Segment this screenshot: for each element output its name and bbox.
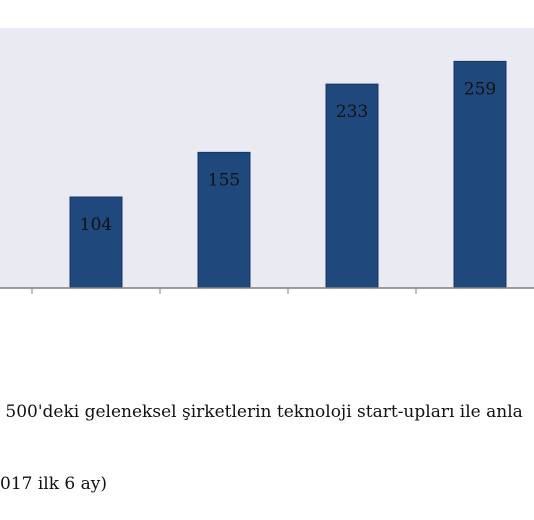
bar-2016 [453, 60, 507, 289]
bar-2014 [197, 151, 251, 289]
bars-layer: 104 155 233 259 [69, 60, 507, 289]
bar-chart: 104 155 233 259 2013201420152016 [0, 28, 534, 294]
data-label-2014: 155 [208, 170, 240, 190]
data-label-2016: 259 [464, 79, 496, 99]
data-label-2013: 104 [80, 215, 112, 235]
caption-line-2: 017 ilk 6 ay) [0, 474, 108, 494]
bar-2013 [69, 196, 123, 289]
bar-2015 [325, 83, 379, 289]
data-label-2015: 233 [336, 102, 368, 122]
chart-area: 104 155 233 259 2013201420152016 [0, 28, 534, 294]
ticks-layer: 2013201420152016 [31, 288, 417, 294]
caption-line-1: 500'deki geleneksel şirketlerin teknoloj… [0, 402, 523, 422]
figure-caption: 500'deki geleneksel şirketlerin teknoloj… [0, 352, 534, 520]
